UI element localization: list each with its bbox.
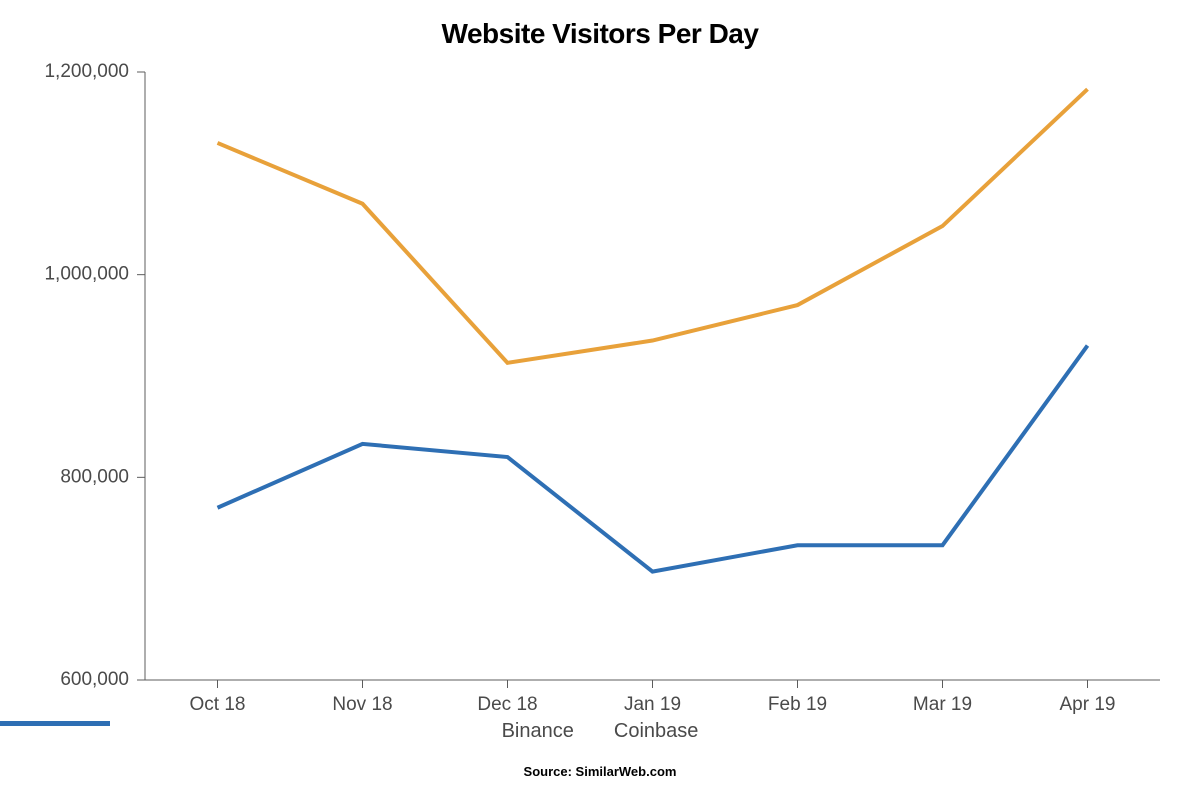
legend-item-coinbase: Coinbase (614, 720, 699, 743)
x-tick-label: Feb 19 (768, 694, 827, 715)
series-binance (218, 89, 1088, 363)
y-tick-label: 1,000,000 (44, 264, 129, 285)
x-tick-label: Jan 19 (624, 694, 681, 715)
legend-item-binance: Binance (502, 720, 574, 743)
chart-legend: Binance Coinbase (0, 720, 1200, 743)
line-chart: Website Visitors Per Day 600,000800,0001… (0, 0, 1200, 799)
series-coinbase (218, 346, 1088, 572)
legend-label: Coinbase (614, 720, 699, 743)
legend-label: Binance (502, 720, 574, 743)
y-tick-label: 1,200,000 (44, 61, 129, 82)
y-tick-label: 800,000 (60, 466, 129, 487)
chart-source: Source: SimilarWeb.com (0, 764, 1200, 779)
legend-swatch (0, 720, 110, 727)
y-tick-label: 600,000 (60, 669, 129, 690)
x-tick-label: Dec 18 (477, 694, 537, 715)
x-tick-label: Oct 18 (190, 694, 246, 715)
x-tick-label: Mar 19 (913, 694, 972, 715)
chart-svg: 600,000 800,000 1,000,000 1,200,000 Oct 18 No… (0, 0, 1200, 799)
x-tick-label: Nov 18 (332, 694, 392, 715)
x-tick-label: Apr 19 (1060, 694, 1116, 715)
